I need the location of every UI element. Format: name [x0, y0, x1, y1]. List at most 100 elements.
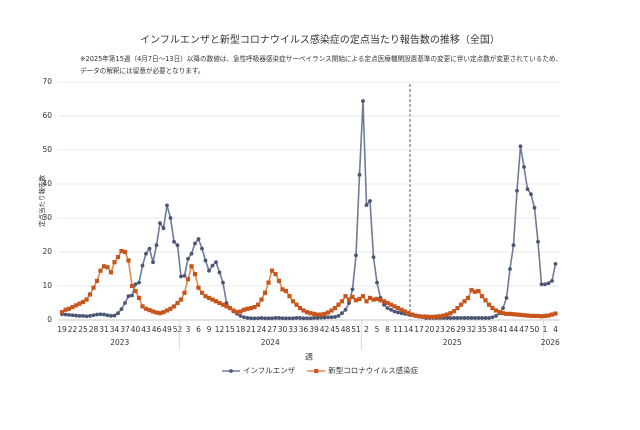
data-point	[381, 299, 387, 304]
data-point	[242, 315, 246, 320]
data-point	[133, 289, 138, 294]
data-point	[550, 279, 554, 283]
x-tick-label: 49	[162, 325, 172, 334]
data-point	[129, 283, 135, 289]
data-point	[84, 297, 89, 302]
data-point	[196, 285, 201, 290]
x-tick-label: 48	[341, 325, 351, 334]
data-point	[480, 316, 484, 320]
data-point	[322, 311, 327, 316]
data-point	[332, 306, 338, 311]
data-point	[427, 314, 432, 320]
data-point	[493, 308, 499, 313]
data-point	[367, 295, 373, 300]
x-tick-label: 31	[99, 325, 109, 334]
data-point	[301, 308, 306, 313]
legend-label: 新型コロナウイルス感染症	[328, 365, 418, 375]
data-point	[343, 307, 348, 312]
data-point	[452, 316, 456, 320]
x-axis-title: 週	[305, 352, 313, 362]
data-point	[371, 297, 376, 302]
data-point	[448, 311, 453, 316]
data-point	[462, 299, 467, 304]
x-tick-label: 8	[385, 325, 390, 334]
data-point	[59, 310, 65, 315]
data-point	[326, 315, 330, 320]
data-point	[298, 316, 302, 320]
data-point	[430, 314, 436, 320]
data-point	[465, 295, 471, 300]
data-point	[483, 316, 488, 320]
data-point	[77, 301, 82, 306]
data-point	[66, 306, 72, 311]
x-tick-label: 24	[257, 325, 267, 334]
data-point	[304, 310, 310, 315]
data-point	[319, 315, 323, 320]
data-point	[375, 280, 379, 285]
legend-marker	[229, 369, 233, 373]
data-point	[350, 287, 355, 292]
note-line: ※2025年第15週（4月7日～13日）以降の数値は、急性呼吸器感染症サーベイラ…	[80, 54, 562, 63]
data-point	[382, 302, 386, 307]
y-tick-label: 0	[47, 315, 52, 324]
data-point	[112, 313, 117, 318]
data-point	[539, 282, 544, 287]
data-point	[158, 221, 162, 226]
data-point	[185, 277, 191, 282]
data-point	[290, 299, 296, 304]
data-point	[459, 316, 463, 320]
data-point	[441, 313, 446, 318]
data-point	[522, 165, 526, 169]
data-point	[182, 273, 187, 278]
data-point	[234, 310, 240, 315]
x-tick-label: 35	[477, 325, 487, 334]
data-point	[266, 280, 271, 285]
year-label: 2024	[261, 338, 280, 347]
data-point	[469, 316, 474, 320]
data-point	[507, 311, 513, 316]
data-point	[87, 292, 93, 297]
data-point	[483, 298, 488, 303]
data-point	[291, 316, 295, 321]
x-tick-label: 46	[152, 325, 162, 334]
data-point	[214, 260, 218, 265]
data-point	[98, 312, 103, 317]
x-tick-label: 17	[414, 325, 424, 334]
data-point	[224, 304, 229, 309]
data-point	[151, 260, 155, 265]
data-point	[238, 309, 243, 314]
data-point	[472, 289, 478, 294]
data-point	[469, 287, 474, 293]
x-tick-label: 6	[196, 325, 201, 334]
data-point	[423, 314, 429, 319]
data-point	[444, 312, 450, 317]
data-point	[207, 268, 211, 273]
data-point	[357, 172, 362, 177]
data-point	[437, 314, 443, 319]
data-point	[546, 281, 551, 286]
data-point	[154, 243, 159, 248]
data-point	[532, 313, 537, 319]
data-point	[308, 311, 313, 316]
data-point	[514, 312, 520, 317]
data-point	[175, 243, 180, 248]
data-point	[63, 307, 68, 312]
x-tick-label: 30	[278, 325, 288, 334]
year-label: 2025	[443, 338, 462, 347]
data-point	[535, 313, 541, 319]
data-point	[494, 314, 498, 318]
data-point	[189, 264, 194, 269]
data-point	[490, 306, 495, 311]
data-point	[203, 258, 208, 263]
data-point	[311, 311, 317, 316]
x-tick-label: 44	[509, 325, 519, 334]
y-tick-label: 70	[42, 77, 52, 86]
data-point	[549, 312, 555, 317]
data-point	[287, 316, 292, 321]
y-tick-label: 20	[42, 247, 52, 256]
data-point	[445, 316, 449, 320]
data-point	[305, 316, 309, 321]
data-point	[504, 311, 509, 316]
data-point	[462, 316, 467, 320]
